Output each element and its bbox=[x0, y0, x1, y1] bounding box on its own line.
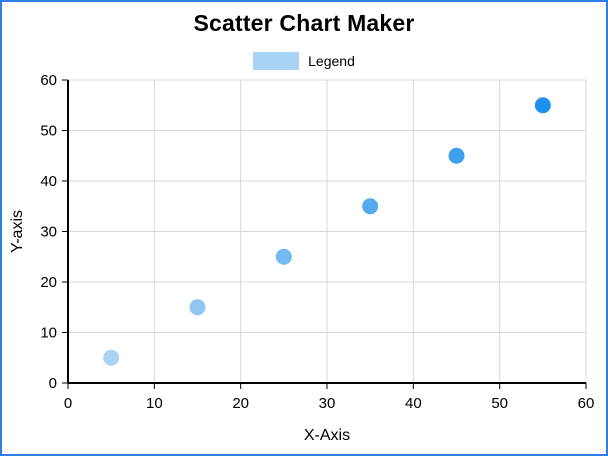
x-tick-label: 40 bbox=[405, 395, 422, 412]
data-point[interactable] bbox=[448, 147, 465, 164]
data-point[interactable] bbox=[103, 349, 120, 366]
data-point[interactable] bbox=[534, 97, 551, 114]
x-tick-label: 10 bbox=[146, 395, 163, 412]
legend-swatch-icon bbox=[253, 52, 300, 70]
y-tick-label: 10 bbox=[40, 325, 57, 342]
x-tick-label: 20 bbox=[232, 395, 249, 412]
x-tick-label: 50 bbox=[491, 395, 508, 412]
y-axis-title: Y-axis bbox=[9, 210, 26, 253]
x-axis-title: X-Axis bbox=[304, 427, 350, 444]
y-tick-label: 0 bbox=[49, 375, 57, 392]
y-tick-label: 20 bbox=[40, 274, 57, 291]
page-title: Scatter Chart Maker bbox=[193, 10, 415, 36]
x-tick-label: 60 bbox=[578, 395, 595, 412]
y-tick-label: 40 bbox=[40, 173, 57, 190]
x-tick-label: 0 bbox=[64, 395, 72, 412]
data-point[interactable] bbox=[189, 299, 206, 316]
legend-label: Legend bbox=[308, 53, 355, 69]
x-tick-label: 30 bbox=[319, 395, 336, 412]
y-tick-label: 30 bbox=[40, 224, 57, 241]
data-point[interactable] bbox=[362, 198, 379, 215]
legend[interactable]: Legend bbox=[2, 52, 606, 70]
y-tick-label: 50 bbox=[40, 123, 57, 140]
y-tick-label: 60 bbox=[40, 72, 57, 89]
data-point[interactable] bbox=[275, 248, 292, 265]
